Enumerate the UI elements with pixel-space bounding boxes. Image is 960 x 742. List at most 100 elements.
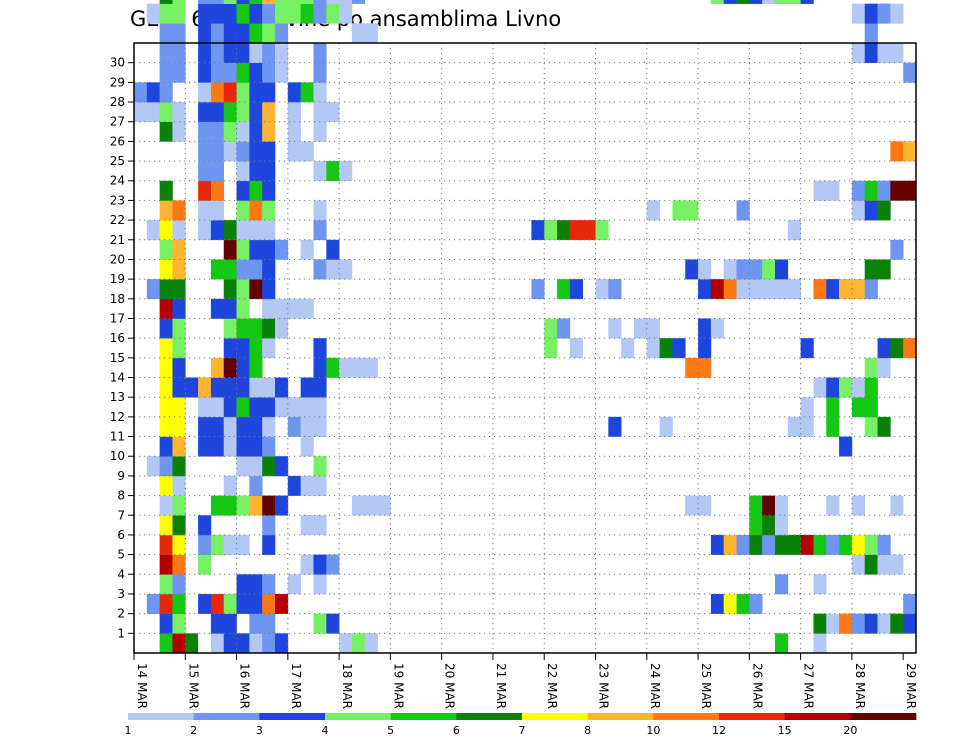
heatmap-cell <box>159 633 173 654</box>
heatmap-cell <box>198 515 212 536</box>
heatmap-cell <box>608 318 622 339</box>
heatmap-cell <box>223 82 237 103</box>
heatmap-cell <box>249 593 263 614</box>
heatmap-cell <box>300 82 314 103</box>
heatmap-cell <box>262 318 276 339</box>
heatmap-cell <box>313 102 327 123</box>
heatmap-cell <box>313 338 327 359</box>
colorbar-label: 10 <box>646 724 660 737</box>
heatmap-cell <box>826 416 840 437</box>
heatmap-cell <box>262 82 276 103</box>
heatmap-cell <box>223 0 237 4</box>
heatmap-cell <box>223 298 237 319</box>
heatmap-cell <box>249 318 263 339</box>
heatmap-cell <box>236 121 250 142</box>
y-tick-label: 27 <box>110 115 125 129</box>
y-tick-label: 7 <box>117 508 125 522</box>
heatmap-cell <box>172 0 186 4</box>
heatmap-cell <box>172 220 186 241</box>
x-tick-label: 20 MAR <box>443 663 457 709</box>
heatmap-cell <box>210 633 225 654</box>
heatmap-cell <box>236 259 250 280</box>
heatmap-cell <box>262 279 276 300</box>
heatmap-cell <box>223 279 237 300</box>
heatmap-cell <box>723 279 737 300</box>
heatmap-cell <box>287 574 301 595</box>
heatmap-cell <box>249 23 263 44</box>
heatmap-cell <box>146 220 160 241</box>
heatmap-cell <box>890 141 904 162</box>
plot-frame <box>133 42 917 654</box>
heatmap-cell <box>236 357 250 378</box>
heatmap-cell <box>198 0 212 4</box>
heatmap-cell <box>774 574 789 595</box>
heatmap-cell <box>813 377 827 398</box>
y-tick-label: 9 <box>117 469 125 483</box>
heatmap-cell <box>672 338 686 359</box>
heatmap-cell <box>313 377 327 398</box>
heatmap-cell <box>198 633 212 654</box>
y-tick-label: 19 <box>110 272 125 286</box>
heatmap-cell <box>249 633 263 654</box>
heatmap-cell <box>826 377 840 398</box>
heatmap-cell <box>351 23 366 44</box>
heatmap-cell <box>287 102 301 123</box>
y-tick-label: 8 <box>117 489 125 503</box>
heatmap-cell <box>826 495 840 516</box>
heatmap-cell <box>159 102 173 123</box>
heatmap-cell <box>172 593 186 614</box>
y-tick-label: 28 <box>110 95 125 109</box>
heatmap-cell <box>800 338 814 359</box>
colorbar-segment <box>850 713 917 720</box>
heatmap-cell <box>236 436 250 457</box>
heatmap-cell <box>262 298 276 319</box>
heatmap-cell <box>313 82 327 103</box>
y-tick-label: 12 <box>110 410 125 424</box>
heatmap-cell <box>249 121 263 142</box>
heatmap-cell <box>787 279 801 300</box>
heatmap-cell <box>236 318 250 339</box>
heatmap-cell <box>198 82 212 103</box>
heatmap-cell <box>236 161 250 182</box>
heatmap-cell <box>159 593 173 614</box>
heatmap-cell <box>531 279 545 300</box>
x-tick-label: 29 MAR <box>904 663 918 709</box>
heatmap-cell <box>223 593 237 614</box>
heatmap-cell <box>159 475 173 496</box>
y-tick-label: 29 <box>110 75 125 89</box>
heatmap-cell <box>364 23 378 44</box>
heatmap-cell <box>313 613 327 634</box>
heatmap-cell <box>710 279 725 300</box>
heatmap-cell <box>172 534 186 555</box>
heatmap-cell <box>774 534 789 555</box>
heatmap-cell <box>787 416 801 437</box>
heatmap-cell <box>236 220 250 241</box>
heatmap-cell <box>851 377 866 398</box>
heatmap-cell <box>236 495 250 516</box>
heatmap-cell <box>198 62 212 83</box>
heatmap-cell <box>172 416 186 437</box>
colorbar-segment <box>587 713 654 720</box>
heatmap-cell <box>159 613 173 634</box>
heatmap-cell <box>223 534 237 555</box>
heatmap-cell <box>698 279 712 300</box>
heatmap-cell <box>287 416 301 437</box>
heatmap-cell <box>249 141 263 162</box>
heatmap-cell <box>313 121 327 142</box>
heatmap-cell <box>774 515 789 536</box>
heatmap-cell <box>903 62 917 83</box>
heatmap-cell <box>198 416 212 437</box>
heatmap-cell <box>249 495 263 516</box>
heatmap-cell <box>172 456 186 477</box>
x-tick-label: 25 MAR <box>699 663 713 709</box>
heatmap-cell <box>236 574 250 595</box>
heatmap-cell <box>223 62 237 83</box>
heatmap-cell <box>159 298 173 319</box>
x-axis: 14 MAR 15 MAR 16 MAR 17 MAR 18 MAR 19 MAR 20 M… <box>133 653 918 709</box>
heatmap-cell <box>851 3 866 24</box>
heatmap-cell <box>262 377 276 398</box>
heatmap-cell <box>275 43 289 63</box>
heatmap-cell <box>787 534 801 555</box>
heatmap-cell <box>275 397 289 418</box>
x-tick-label: 21 MAR <box>494 663 508 709</box>
